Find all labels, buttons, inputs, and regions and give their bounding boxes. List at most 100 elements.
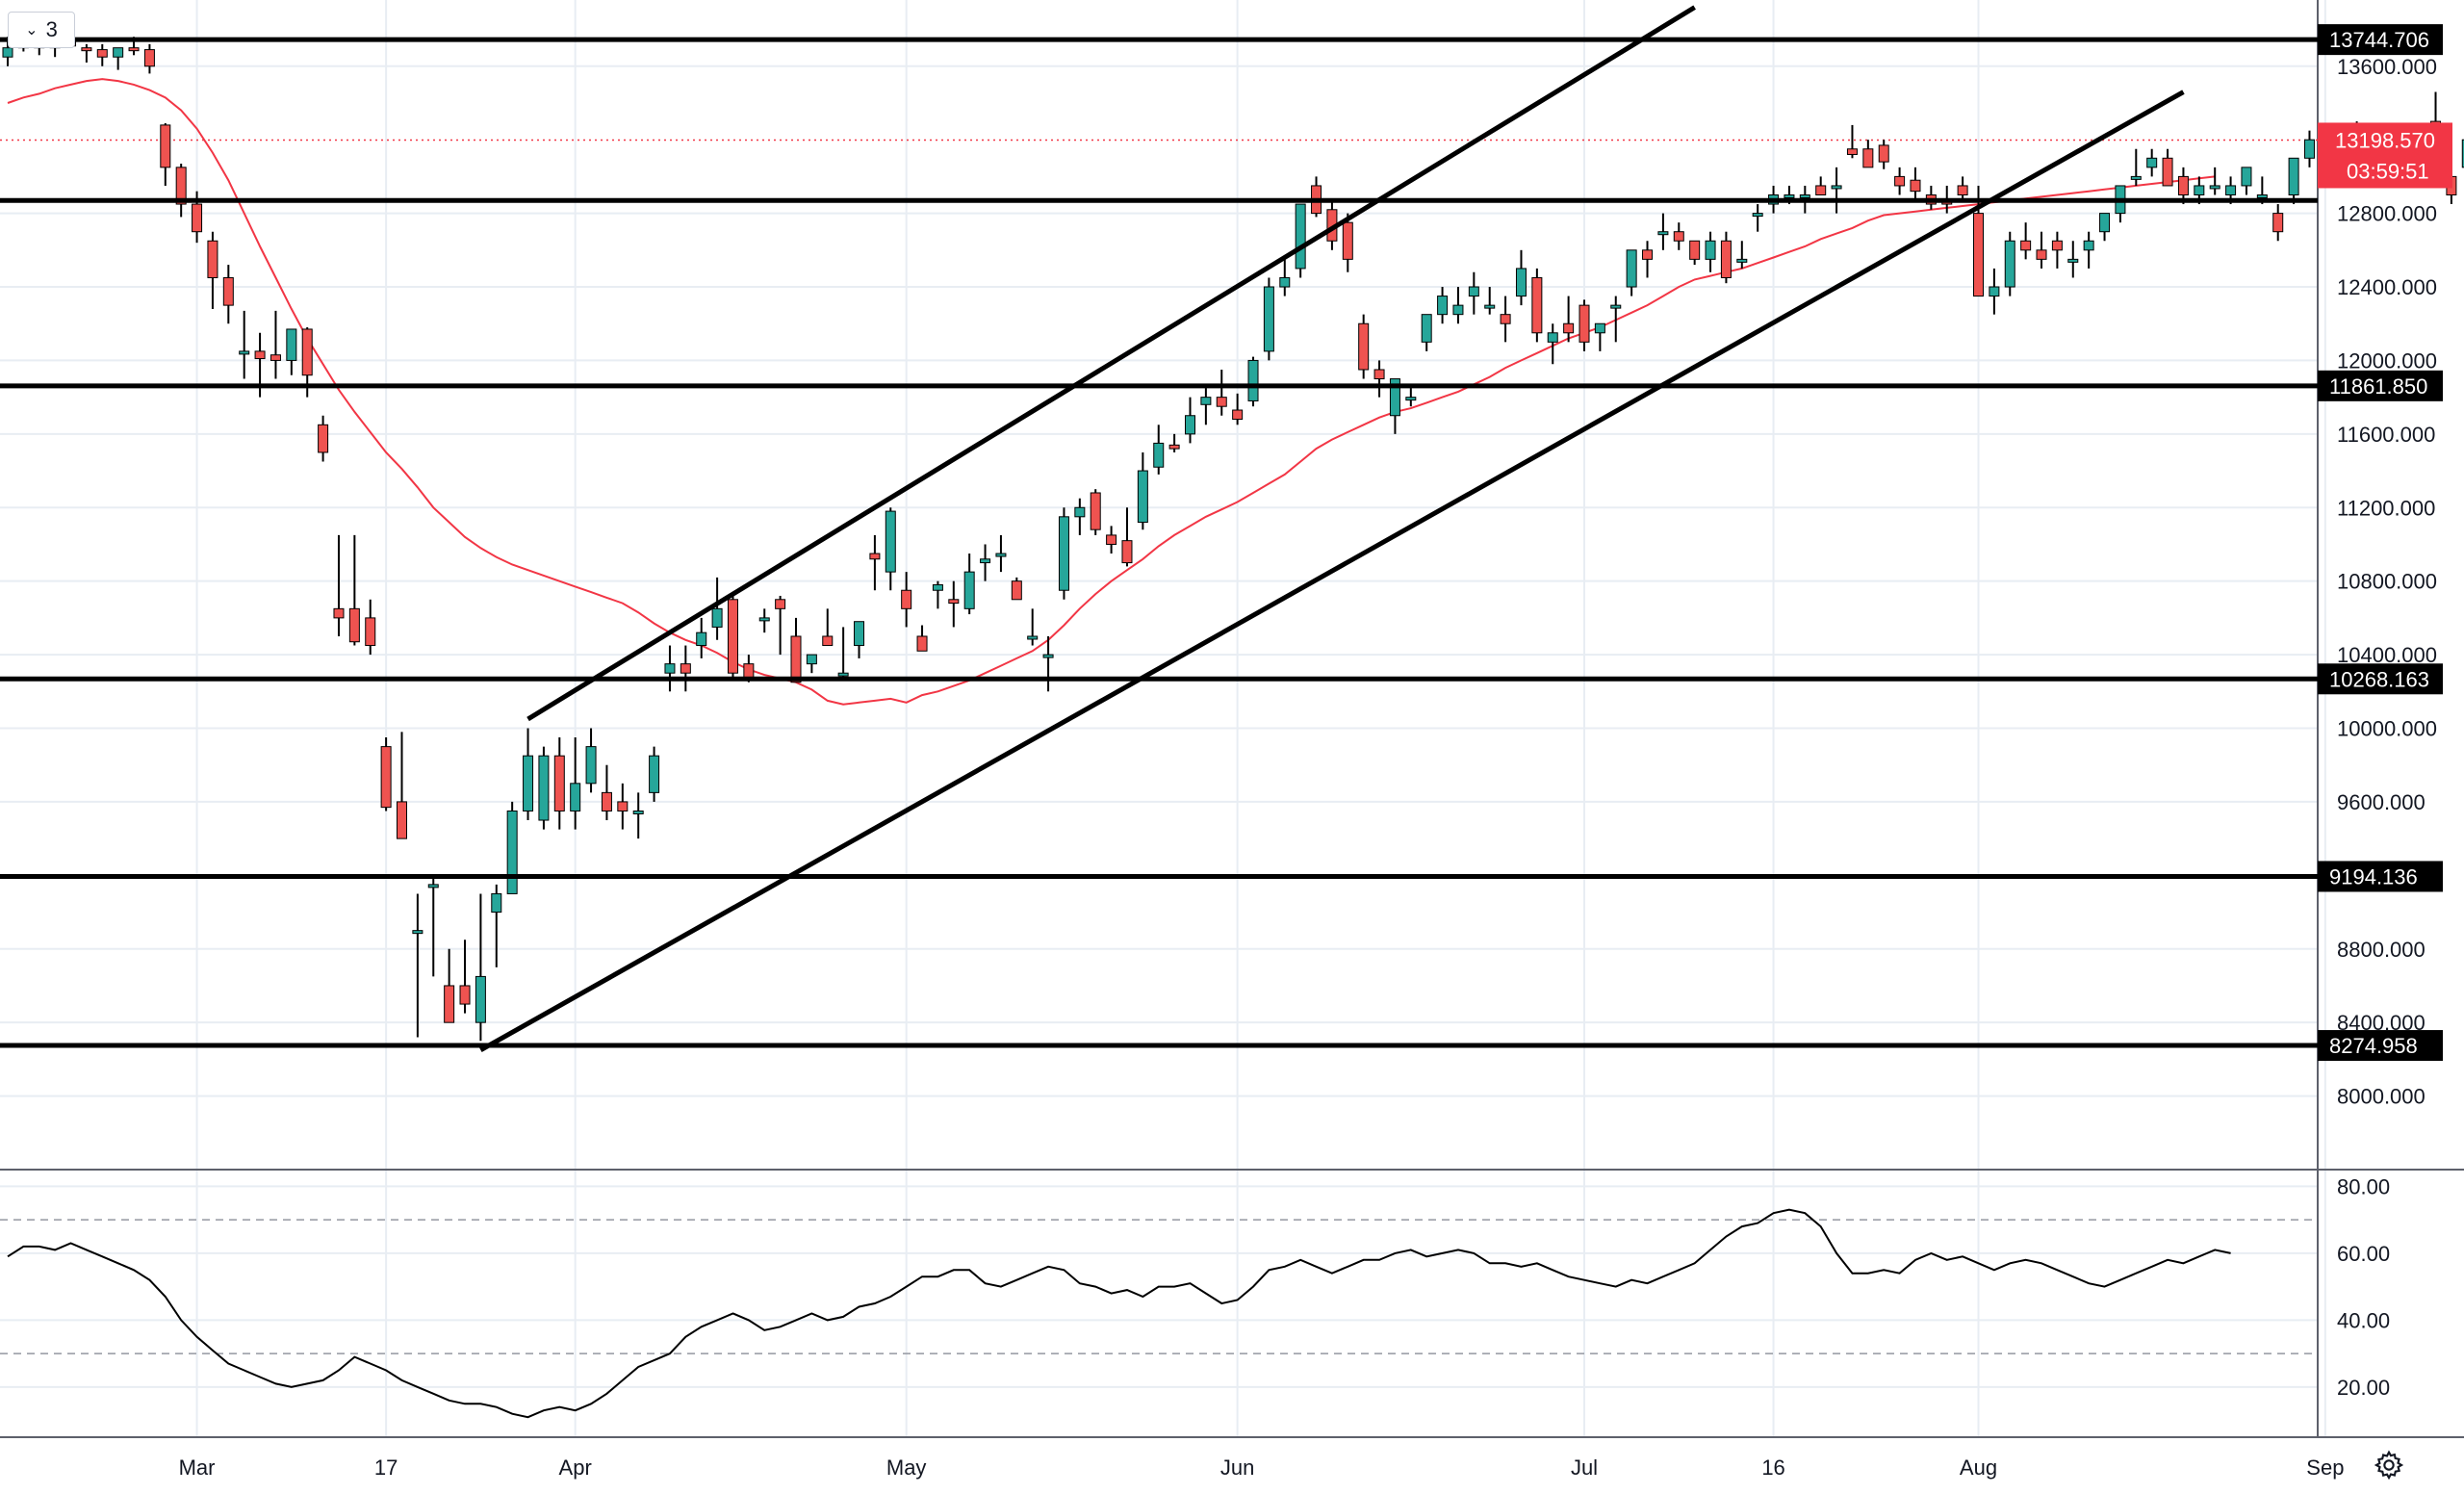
- candle-down: [1342, 221, 1353, 260]
- candle-down: [301, 328, 313, 376]
- candle-down: [1090, 492, 1101, 530]
- candle-up: [1437, 296, 1449, 316]
- candle-up: [664, 663, 676, 674]
- candle-up: [1027, 635, 1039, 640]
- settings-button[interactable]: [2370, 1446, 2408, 1484]
- candle-up: [1279, 276, 1291, 288]
- candle-up: [980, 558, 991, 564]
- candle-down: [822, 635, 834, 647]
- price-tick-label: 12800.000: [2337, 202, 2437, 226]
- candle-down: [617, 801, 629, 811]
- candle-down: [1358, 322, 1370, 371]
- candle-up: [1137, 470, 1148, 524]
- price-tick-label: 8000.000: [2337, 1085, 2426, 1109]
- candle-up: [2225, 185, 2237, 196]
- chevron-down-icon: ⌄: [25, 22, 38, 39]
- candle-up: [2, 47, 13, 58]
- candle-down: [192, 203, 203, 233]
- candle-down: [553, 755, 565, 811]
- level-price-tag: [2318, 1030, 2443, 1062]
- candle-down: [1910, 179, 1921, 193]
- candle-up: [1515, 268, 1527, 297]
- candle-up: [1074, 506, 1086, 518]
- candle-down: [1846, 148, 1858, 155]
- candle-up: [2461, 139, 2464, 168]
- candle-up: [1200, 397, 1212, 405]
- candle-down: [81, 47, 92, 52]
- candle-down: [1121, 540, 1133, 564]
- candle-down: [2036, 249, 2047, 260]
- level-price-tag: [2318, 24, 2443, 56]
- trend-line[interactable]: [526, 5, 1696, 722]
- candle-up: [711, 607, 723, 628]
- candle-down: [1878, 144, 1889, 163]
- time-tick-label: 17: [374, 1455, 398, 1480]
- candle-down: [1232, 409, 1244, 421]
- gear-icon: [2374, 1450, 2404, 1481]
- candle-down: [948, 599, 960, 605]
- candle-down: [790, 635, 802, 683]
- candle-up: [491, 892, 502, 914]
- candle-up: [286, 328, 297, 361]
- countdown-label: 03:59:51: [2347, 159, 2429, 183]
- candle-down: [1973, 213, 1984, 297]
- candle-up: [2209, 185, 2220, 190]
- candle-down: [1894, 175, 1906, 187]
- candle-up: [696, 631, 707, 647]
- candle-up: [412, 930, 424, 935]
- price-tick-label: 10400.000: [2337, 643, 2437, 667]
- candle-up: [239, 350, 250, 355]
- level-price-tag: [2318, 861, 2443, 892]
- rsi-tick-label: 60.00: [2337, 1242, 2390, 1266]
- candle-down: [254, 350, 266, 360]
- trend-line[interactable]: [479, 90, 2185, 1053]
- candle-down: [1815, 185, 1827, 196]
- candle-down: [207, 240, 218, 278]
- price-tick-label: 11600.000: [2337, 423, 2435, 447]
- candle-up: [2130, 175, 2142, 180]
- candle-up: [854, 621, 865, 647]
- candle-down: [1168, 444, 1180, 450]
- candle-up: [1263, 286, 1274, 352]
- price-tick-label: 10800.000: [2337, 570, 2437, 594]
- candle-up: [475, 975, 486, 1023]
- candle-down: [2020, 240, 2032, 251]
- candle-down: [1642, 249, 1654, 260]
- candle-down: [1862, 148, 1874, 168]
- level-price-label: 9194.136: [2329, 864, 2418, 889]
- time-tick-label: Jun: [1220, 1455, 1254, 1480]
- candle-down: [680, 663, 691, 674]
- candle-down: [1500, 314, 1511, 324]
- time-tick-label: Sep: [2306, 1455, 2344, 1480]
- interval-label: 3: [45, 17, 58, 41]
- candle-up: [2004, 240, 2015, 288]
- candle-up: [1247, 359, 1259, 401]
- candle-up: [632, 810, 644, 814]
- candle-down: [270, 354, 281, 361]
- candle-down: [2177, 175, 2189, 195]
- time-tick-label: Aug: [1960, 1455, 1997, 1480]
- candle-up: [570, 783, 581, 811]
- candle-up: [1657, 231, 1669, 236]
- candle-down: [916, 635, 928, 652]
- candle-down: [96, 49, 108, 58]
- price-tick-label: 13600.000: [2337, 55, 2437, 79]
- candle-down: [459, 985, 471, 1005]
- candle-up: [506, 810, 518, 894]
- time-tick-label: Apr: [559, 1455, 592, 1480]
- candle-down: [175, 167, 187, 205]
- price-tick-label: 11200.000: [2337, 496, 2435, 520]
- candle-down: [1106, 534, 1117, 545]
- candle-down: [1689, 240, 1701, 260]
- candle-up: [523, 755, 534, 811]
- rsi-line: [7, 1208, 2231, 1419]
- candle-up: [2099, 213, 2111, 233]
- interval-selector[interactable]: ⌄ 3: [8, 12, 75, 48]
- level-price-tag: [2318, 663, 2443, 695]
- level-price-label: 11861.850: [2329, 374, 2427, 399]
- candle-up: [1405, 397, 1417, 401]
- candle-down: [1531, 276, 1543, 334]
- candle-up: [1452, 304, 1464, 316]
- candle-down: [901, 589, 912, 609]
